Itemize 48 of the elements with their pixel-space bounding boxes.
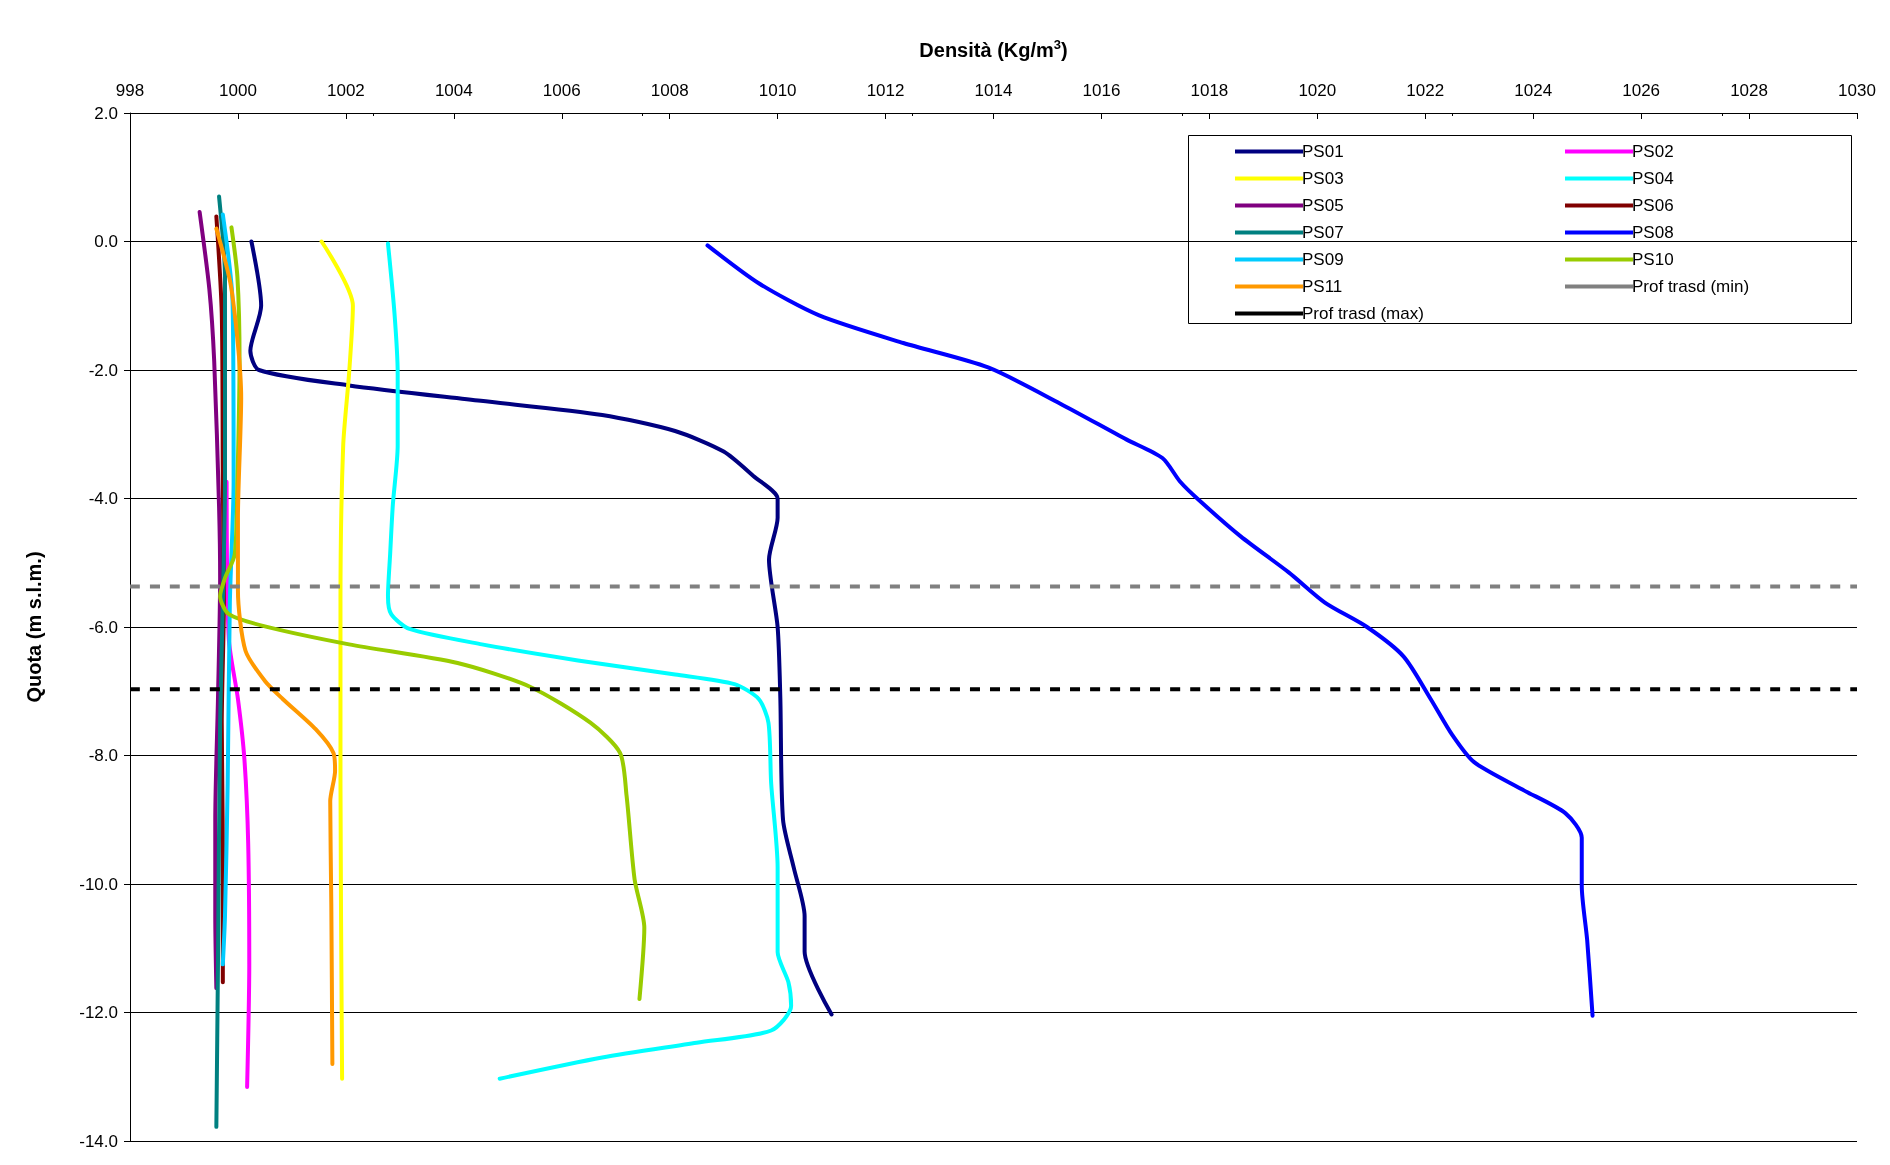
legend-label: PS06	[1632, 196, 1674, 215]
line-series	[220, 212, 236, 967]
line-series	[319, 239, 355, 1081]
x-tick-label: 1030	[1838, 81, 1876, 100]
x-tick-label: 1010	[758, 81, 797, 100]
x-tick-label: 1016	[1082, 81, 1121, 100]
legend-label: PS11	[1302, 277, 1343, 296]
x-tick-label: 1024	[1514, 81, 1553, 100]
x-tick-label: 1018	[1190, 81, 1229, 100]
line-series	[214, 226, 338, 1066]
y-tick-label: 2.0	[94, 103, 118, 123]
y-tick-label: -2.0	[88, 360, 118, 380]
y-tick-label: -4.0	[88, 489, 118, 508]
x-tick-label: 1004	[434, 81, 473, 100]
x-tick-label: 1000	[219, 81, 257, 100]
legend-label: PS07	[1302, 223, 1344, 242]
x-tick-label: 1028	[1730, 81, 1768, 100]
x-tick-label: 1006	[542, 81, 581, 100]
line-series	[248, 239, 834, 1017]
legend-label: PS03	[1302, 169, 1344, 188]
line-series	[385, 241, 794, 1081]
x-tick-label: 1002	[326, 81, 365, 100]
x-tick-label: 1022	[1406, 81, 1445, 100]
y-tick-label: -6.0	[88, 617, 118, 637]
x-tick-label: 998	[115, 81, 145, 100]
y-tick-label: -8.0	[88, 746, 118, 765]
legend-label: PS04	[1632, 169, 1674, 188]
legend-label: Prof trasd (max)	[1302, 304, 1424, 323]
legend-label: PS05	[1302, 196, 1344, 215]
line-series	[214, 194, 227, 1129]
legend-label: Prof trasd (min)	[1632, 277, 1750, 296]
line-series	[705, 243, 1595, 1018]
x-tick-label: 1014	[974, 81, 1013, 100]
legend-label: PS02	[1632, 142, 1674, 161]
y-tick-label: -14.0	[79, 1131, 118, 1151]
x-tick-label: 1026	[1622, 81, 1661, 100]
legend-label: PS09	[1302, 250, 1344, 269]
legend-label: PS01	[1302, 142, 1344, 161]
y-axis-title: Quota (m s.l.m.)	[23, 551, 45, 703]
line-series	[197, 209, 223, 991]
x-tick-label: 1020	[1298, 81, 1337, 100]
legend-label: PS08	[1632, 223, 1674, 242]
x-tick-label: 1012	[866, 81, 905, 100]
legend-label: PS10	[1632, 250, 1674, 269]
y-tick-label: -10.0	[79, 874, 118, 894]
y-tick-label: 0.0	[94, 232, 118, 251]
y-tick-label: -12.0	[79, 1003, 118, 1022]
x-tick-label: 1008	[650, 81, 689, 100]
